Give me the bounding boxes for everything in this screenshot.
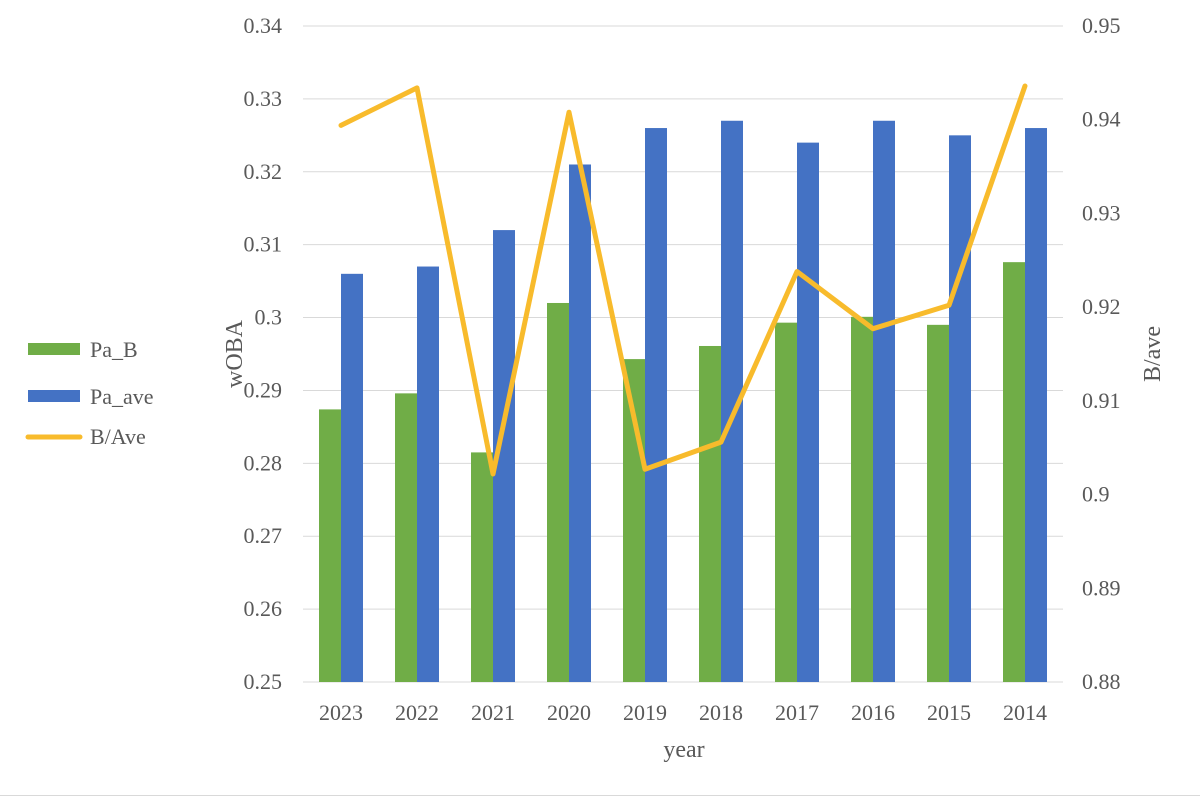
right-tick-label: 0.91: [1082, 388, 1121, 413]
bar-pa-b-2018: [699, 345, 721, 682]
bar-pa-b-2023: [319, 409, 341, 682]
legend: Pa_B Pa_ave B/Ave: [25, 337, 154, 449]
right-tick-label: 0.9: [1082, 482, 1110, 507]
x-tick-label: 2019: [623, 700, 667, 725]
legend-swatch-pa-b: [28, 343, 80, 355]
left-tick-label: 0.34: [244, 13, 283, 38]
left-tick-label: 0.28: [244, 450, 283, 475]
bar-pa-b-2020: [547, 302, 569, 682]
x-tick-label: 2014: [1003, 700, 1047, 725]
right-tick-label: 0.93: [1082, 200, 1121, 225]
left-tick-label: 0.29: [244, 377, 283, 402]
bars: [319, 120, 1047, 683]
left-tick-label: 0.31: [244, 232, 283, 257]
bar-pa-b-2016: [851, 316, 873, 682]
bar-pa-ave-2015: [949, 135, 971, 683]
x-tick-label: 2015: [927, 700, 971, 725]
left-tick-label: 0.25: [244, 669, 283, 694]
right-axis-title: B/ave: [1140, 326, 1166, 382]
bar-pa-b-2015: [927, 324, 949, 682]
x-axis-title: year: [663, 737, 704, 763]
bar-pa-ave-2017: [797, 142, 819, 683]
left-axis-ticks: 0.25 0.26 0.27 0.28 0.29 0.3 0.31 0.32 0.33 0.34: [244, 13, 283, 694]
legend-label-pa-b: Pa_B: [90, 337, 138, 362]
right-axis-ticks: 0.88 0.89 0.9 0.91 0.92 0.93 0.94 0.95: [1082, 13, 1121, 694]
right-tick-label: 0.92: [1082, 294, 1121, 319]
left-tick-label: 0.27: [244, 523, 283, 548]
bar-pa-ave-2021: [493, 230, 515, 683]
bar-pa-ave-2018: [721, 120, 743, 682]
legend-swatch-pa-ave: [28, 390, 80, 402]
bar-pa-b-2017: [775, 322, 797, 682]
x-tick-label: 2022: [395, 700, 439, 725]
x-tick-label: 2018: [699, 700, 743, 725]
left-tick-label: 0.32: [244, 159, 283, 184]
x-tick-label: 2020: [547, 700, 591, 725]
bar-pa-ave-2020: [569, 164, 591, 682]
bar-pa-ave-2014: [1025, 128, 1047, 683]
left-tick-label: 0.3: [255, 305, 283, 330]
bar-pa-b-2021: [471, 452, 493, 682]
legend-label-b-ave: B/Ave: [90, 424, 146, 449]
x-tick-label: 2023: [319, 700, 363, 725]
x-tick-label: 2016: [851, 700, 895, 725]
bar-pa-b-2014: [1003, 262, 1025, 682]
bar-pa-ave-2022: [417, 266, 439, 682]
legend-label-pa-ave: Pa_ave: [90, 384, 154, 409]
x-tick-label: 2021: [471, 700, 515, 725]
bar-pa-ave-2019: [645, 128, 667, 683]
x-axis-ticks: 2023 2022 2021 2020 2019 2018 2017 2016 2015 2014: [319, 700, 1047, 725]
left-axis-title: wOBA: [222, 319, 248, 388]
line-layer: [338, 83, 1028, 477]
x-tick-label: 2017: [775, 700, 819, 725]
bar-pa-b-2022: [395, 393, 417, 682]
right-tick-label: 0.95: [1082, 13, 1121, 38]
right-tick-label: 0.94: [1082, 107, 1121, 132]
left-tick-label: 0.26: [244, 596, 283, 621]
right-tick-label: 0.88: [1082, 669, 1121, 694]
line-series-b-ave: [338, 83, 1028, 477]
left-tick-label: 0.33: [244, 86, 283, 111]
bar-pa-ave-2016: [873, 120, 895, 682]
bar-pa-ave-2023: [341, 273, 363, 682]
bottom-rule: [0, 795, 1200, 796]
right-tick-label: 0.89: [1082, 575, 1121, 600]
